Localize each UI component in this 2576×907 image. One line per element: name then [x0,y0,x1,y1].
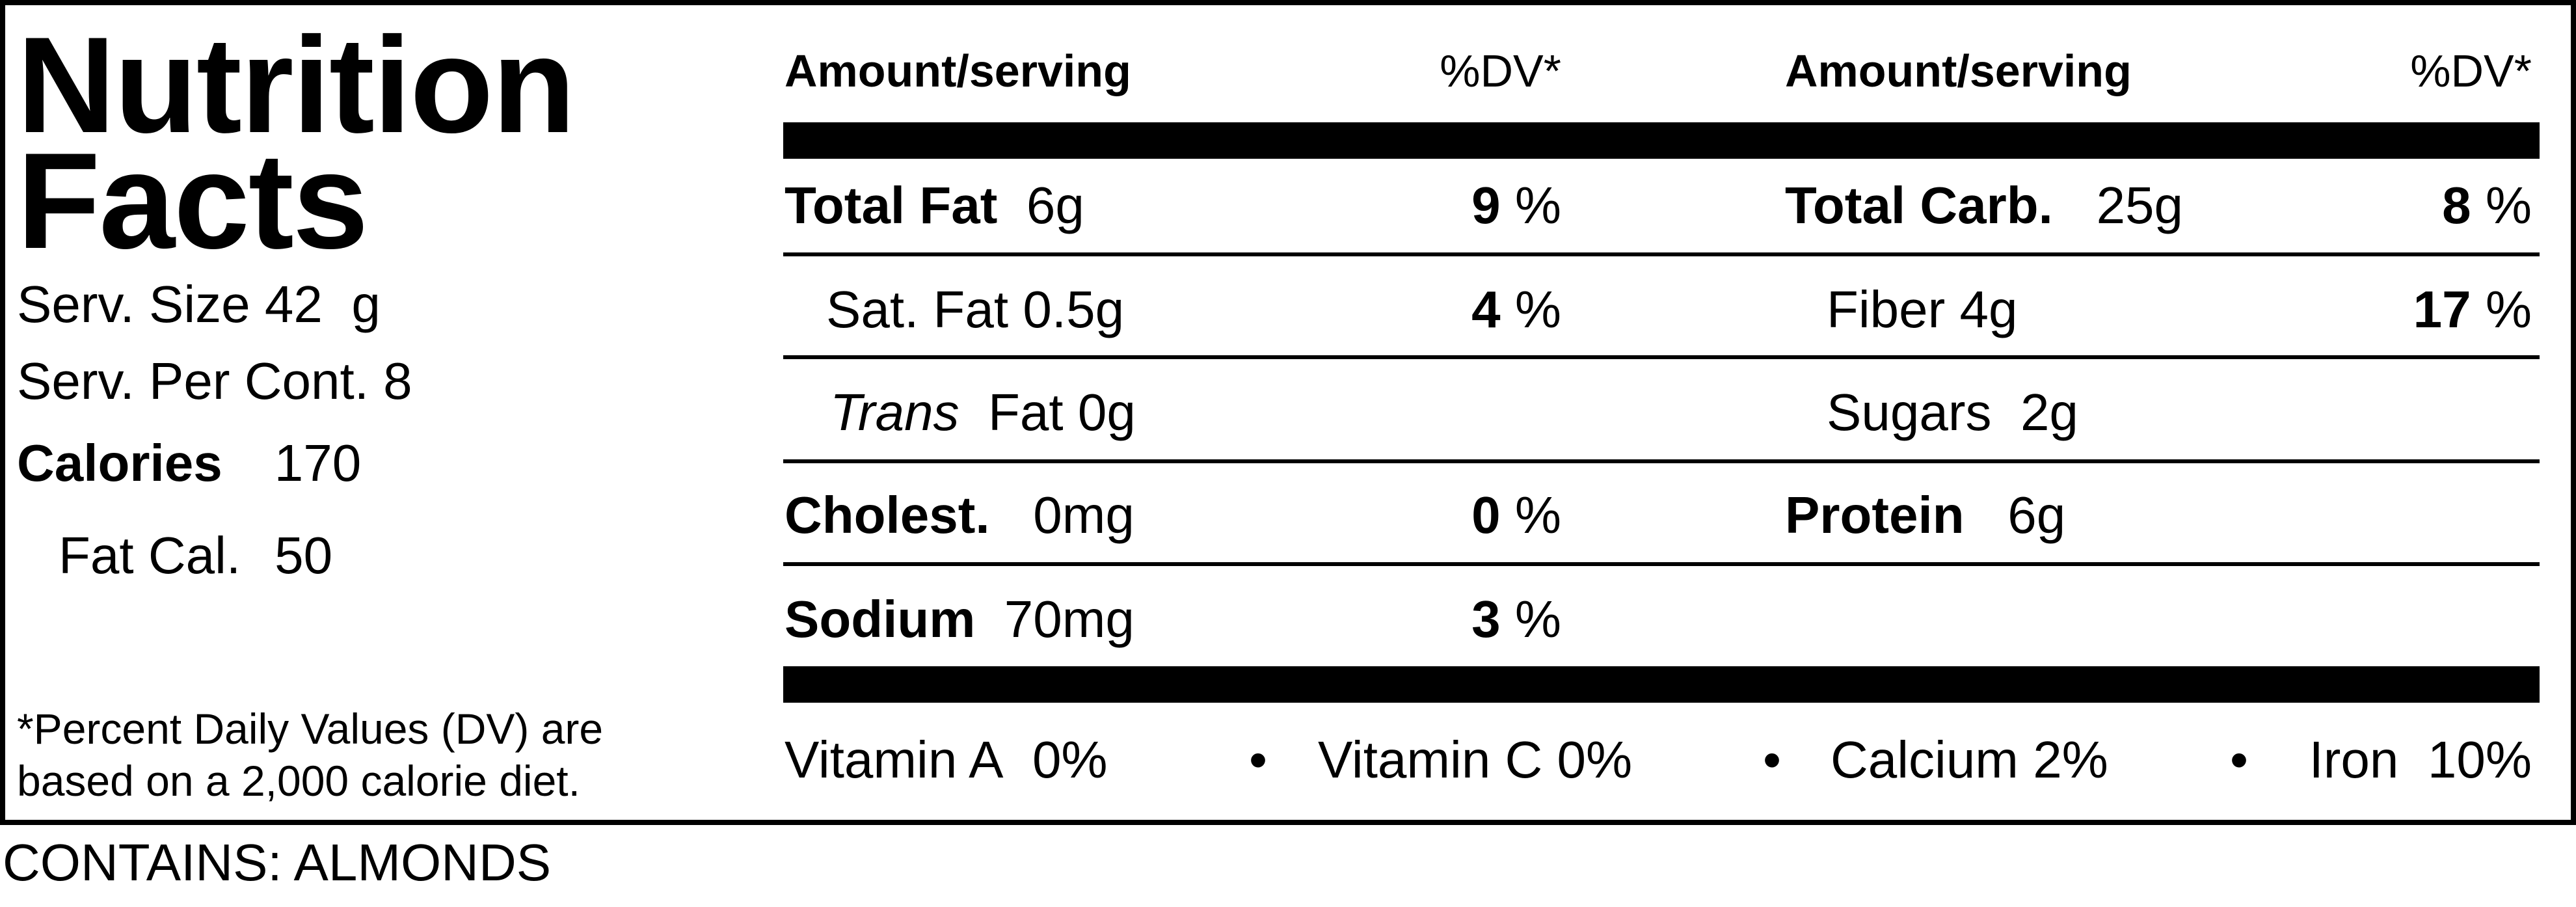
bullet-2: • [1763,731,1782,789]
rule-left-4 [783,562,1555,566]
calories: Calories 170 [17,437,361,489]
row-trans-fat: Trans Fat 0g [830,386,1136,439]
calcium-label: Calcium [1831,731,2019,789]
vitamin-a-label: Vitamin A [785,731,1004,789]
cholest-amount: 0mg [1033,486,1134,544]
row-sodium: Sodium 70mg [785,593,1134,645]
row-sat-fat: Sat. Fat 0.5g [826,284,1124,336]
row-protein: Protein 6g [1785,489,2065,541]
servings-label: Serv. Per Cont. [17,352,369,410]
servings-value: 8 [383,352,412,410]
total-fat-label: Total Fat [785,176,998,234]
calcium: Calcium 2% [1831,734,2108,786]
vitamin-a-value: 0% [1032,731,1108,789]
bullet-1: • [1249,731,1268,789]
calories-label: Calories [17,434,222,492]
total-carb-dv: 8 % [2442,176,2532,234]
calcium-value: 2% [2033,731,2108,789]
top-thick-rule [783,122,2540,159]
rule-right-2 [1555,355,2540,359]
title-line-1: Nutrition [17,8,576,161]
rule-left-3 [783,459,1555,463]
footnote-line-2: based on a 2,000 calorie diet. [17,757,580,805]
sat-fat-dv: 4 % [1471,280,1561,338]
footnote-line-1: *Percent Daily Values (DV) are [17,705,604,753]
left-header-amount: Amount/serving [785,46,1131,96]
sodium-label: Sodium [785,590,976,648]
trans-suffix: Fat [988,383,1064,441]
rule-right-1 [1555,252,2540,256]
rule-left-1 [783,252,1555,256]
vitamin-a: Vitamin A 0% [785,734,1108,786]
fiber-amount: 4g [1959,280,2018,338]
sodium-dv: 3 % [1471,590,1561,648]
vitamin-c-label: Vitamin C [1318,731,1543,789]
bottom-thick-rule [783,666,2540,703]
fat-calories: Fat Cal. 50 [59,530,332,582]
fiber-label: Fiber [1827,280,1946,338]
sugars-amount: 2g [2020,383,2078,441]
sat-fat-amount: 0.5g [1023,280,1125,338]
sodium-amount: 70mg [1004,590,1134,648]
serving-size-label: Serv. Size [17,275,250,333]
rule-left-2 [783,355,1555,359]
fat-cal-label: Fat Cal. [59,526,241,584]
protein-amount: 6g [2007,486,2066,544]
cholest-label: Cholest. [785,486,990,544]
row-sugars: Sugars 2g [1827,386,2078,439]
allergen-statement: CONTAINS: ALMONDS [3,833,552,891]
total-fat-dv: 9 % [1471,176,1561,234]
iron-value: 10% [2427,731,2532,789]
iron-label: Iron [2309,731,2399,789]
row-fiber: Fiber 4g [1827,284,2017,336]
row-cholesterol: Cholest. 0mg [785,489,1134,541]
protein-label: Protein [1785,486,1965,544]
fiber-dv: 17 % [2413,280,2532,338]
title-line-2: Facts [17,124,369,277]
calories-value: 170 [274,434,362,492]
fat-cal-value: 50 [275,526,333,584]
serving-size-value: 42 g [264,275,381,333]
total-fat-amount: 6g [1026,176,1084,234]
servings-per-container: Serv. Per Cont. 8 [17,355,412,407]
right-header-dv: %DV* [2410,46,2532,96]
row-total-fat: Total Fat 6g [785,180,1084,232]
iron: Iron 10% [2309,734,2532,786]
right-header-amount: Amount/serving [1785,46,2132,96]
sugars-label: Sugars [1827,383,1992,441]
row-total-carb: Total Carb. 25g [1785,180,2183,232]
left-header-dv: %DV* [1440,46,1561,96]
cholest-dv: 0 % [1471,486,1561,544]
trans-label: Trans [830,383,959,441]
sat-fat-label: Sat. Fat [826,280,1009,338]
bullet-3: • [2230,731,2249,789]
vitamin-c: Vitamin C 0% [1318,734,1632,786]
rule-right-4 [1555,562,2540,566]
rule-right-3 [1555,459,2540,463]
total-carb-label: Total Carb. [1785,176,2053,234]
trans-fat-amount: 0g [1077,383,1136,441]
total-carb-amount: 25g [2096,176,2184,234]
vitamin-c-value: 0% [1557,731,1633,789]
serving-size: Serv. Size 42 g [17,278,381,331]
